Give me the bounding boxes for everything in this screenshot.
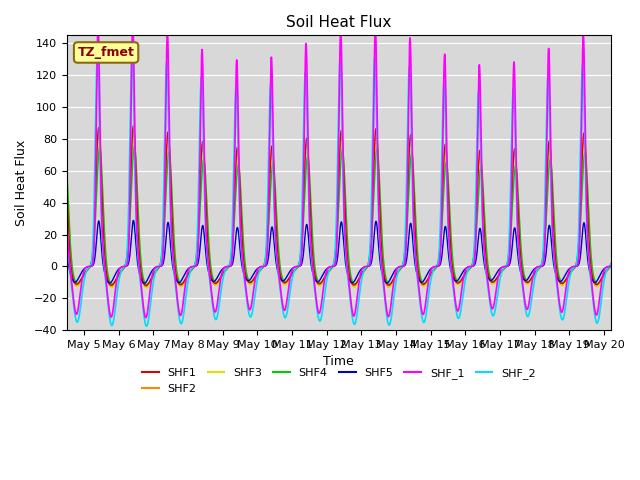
X-axis label: Time: Time bbox=[323, 355, 354, 369]
Legend: SHF1, SHF2, SHF3, SHF4, SHF5, SHF_1, SHF_2: SHF1, SHF2, SHF3, SHF4, SHF5, SHF_1, SHF… bbox=[138, 364, 540, 398]
Text: TZ_fmet: TZ_fmet bbox=[77, 46, 134, 59]
Y-axis label: Soil Heat Flux: Soil Heat Flux bbox=[15, 140, 28, 226]
Title: Soil Heat Flux: Soil Heat Flux bbox=[286, 15, 392, 30]
